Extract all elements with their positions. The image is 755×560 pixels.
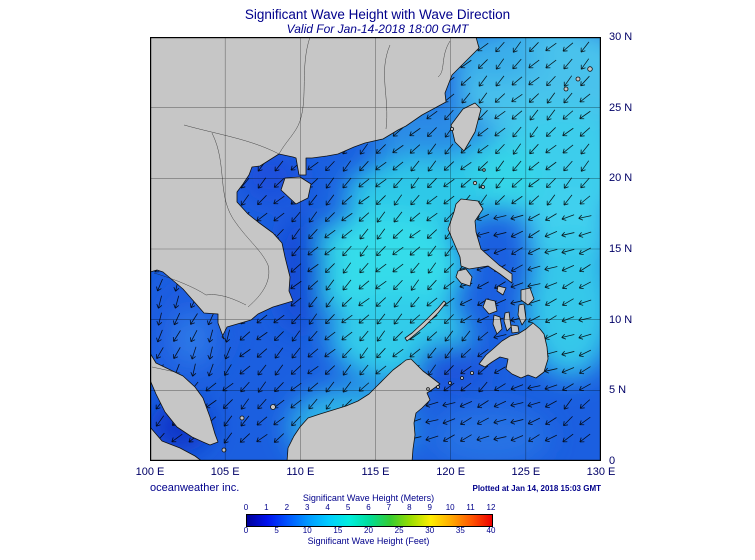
- political-borders: [151, 37, 451, 374]
- colorbar-tick-label: 1: [264, 503, 269, 512]
- land-palawan: [404, 300, 447, 342]
- land-luzon: [447, 198, 513, 284]
- colorbar-tick-label: 5: [345, 503, 351, 512]
- colorbar-tick-label: 7: [386, 503, 392, 512]
- graticule: [150, 37, 601, 461]
- land-masbate: [496, 285, 507, 296]
- island-sulu-5: [426, 387, 430, 391]
- colorbar-tick-label: 40: [486, 526, 496, 535]
- colorbar-tick-label: 2: [284, 503, 290, 512]
- lat-tick-label: 30 N: [609, 31, 633, 43]
- lat-tick-label: 0: [609, 455, 616, 467]
- land-sumatra: [150, 426, 203, 461]
- valid-time-subtitle: Valid For Jan-14-2018 18:00 GMT: [286, 22, 469, 36]
- colorbar-tick-label: 0: [243, 526, 249, 535]
- land-samar: [520, 287, 535, 306]
- island-riau: [221, 447, 227, 453]
- land-mindanao: [478, 322, 549, 379]
- colorbar-meters-label: Significant Wave Height (Meters): [302, 493, 435, 503]
- plot-frame: [150, 37, 601, 461]
- lon-tick-label: 100 E: [135, 466, 165, 478]
- land-mindoro: [455, 268, 473, 287]
- wave-map-svg: [150, 37, 601, 461]
- colorbar-tick-label: 8: [407, 503, 412, 512]
- island-babuyan-2: [481, 185, 485, 189]
- land-bohol: [510, 324, 520, 334]
- map-plot: [150, 37, 601, 461]
- colorbar-tick-label: 20: [364, 526, 373, 535]
- colorbar-tick-label: 0: [243, 503, 249, 512]
- colorbar-gradient-bar: [246, 514, 493, 527]
- lat-tick-label: 15 N: [609, 243, 633, 255]
- island-natuna: [270, 404, 276, 410]
- lon-tick-label: 120 E: [436, 466, 466, 478]
- colorbar-feet-label: Significant Wave Height (Feet): [307, 536, 430, 546]
- island-ryukyu-3: [587, 66, 593, 72]
- lat-tick-label: 25 N: [609, 101, 633, 114]
- land-layer: [150, 37, 593, 461]
- colorbar-tick-label: 10: [445, 503, 455, 512]
- colorbar-tick-label: 10: [302, 526, 312, 535]
- island-ryukyu-1: [563, 86, 569, 92]
- colorbar-tick-label: 15: [333, 526, 343, 535]
- lon-tick-label: 115 E: [361, 466, 390, 478]
- colorbar-tick-label: 12: [486, 503, 496, 512]
- lat-tick-label: 20 N: [609, 172, 633, 185]
- island-ryukyu-2: [575, 76, 581, 82]
- credit-text: oceanweather inc.: [150, 482, 240, 494]
- lon-tick-label: 125 E: [511, 466, 541, 478]
- page-title: Significant Wave Height with Wave Direct…: [244, 7, 511, 22]
- lat-tick-label: 10 N: [609, 313, 633, 326]
- island-sulu-1: [469, 370, 474, 375]
- land-taiwan: [450, 102, 482, 152]
- island-anambas: [239, 415, 245, 421]
- plotted-timestamp: Plotted at Jan 14, 2018 15:03 GMT: [472, 484, 602, 493]
- island-sulu-4: [436, 385, 440, 389]
- lon-tick-label: 110 E: [286, 466, 315, 478]
- colorbar-tick-label: 9: [427, 503, 432, 512]
- lat-tick-label: 5 N: [609, 384, 627, 397]
- colorbar-tick-label: 6: [366, 503, 371, 512]
- colorbar-tick-label: 4: [325, 503, 330, 512]
- land-borneo: [286, 358, 441, 461]
- land-china-indochina: [150, 37, 480, 340]
- land-hainan: [280, 176, 312, 205]
- island-babuyan-1: [472, 180, 478, 186]
- land-malay-peninsula: [150, 352, 219, 446]
- lon-tick-label: 130 E: [586, 466, 616, 478]
- island-sulu-3: [448, 381, 452, 385]
- colorbar-tick-label: 25: [394, 526, 404, 535]
- colorbar-tick-label: 30: [425, 526, 435, 535]
- island-penghu: [449, 127, 454, 132]
- land-panay: [482, 298, 498, 315]
- colorbar-tick-label: 5: [274, 526, 279, 535]
- island-sulu-2: [460, 376, 464, 380]
- land-leyte: [517, 303, 527, 326]
- island-batanes: [482, 168, 486, 172]
- lon-tick-label: 105 E: [210, 466, 240, 478]
- colorbar-tick-label: 3: [305, 503, 310, 512]
- colorbar-tick-label: 35: [455, 526, 465, 535]
- land-negros: [492, 314, 503, 335]
- land-cebu: [503, 311, 512, 332]
- colorbar-tick-label: 11: [466, 503, 475, 512]
